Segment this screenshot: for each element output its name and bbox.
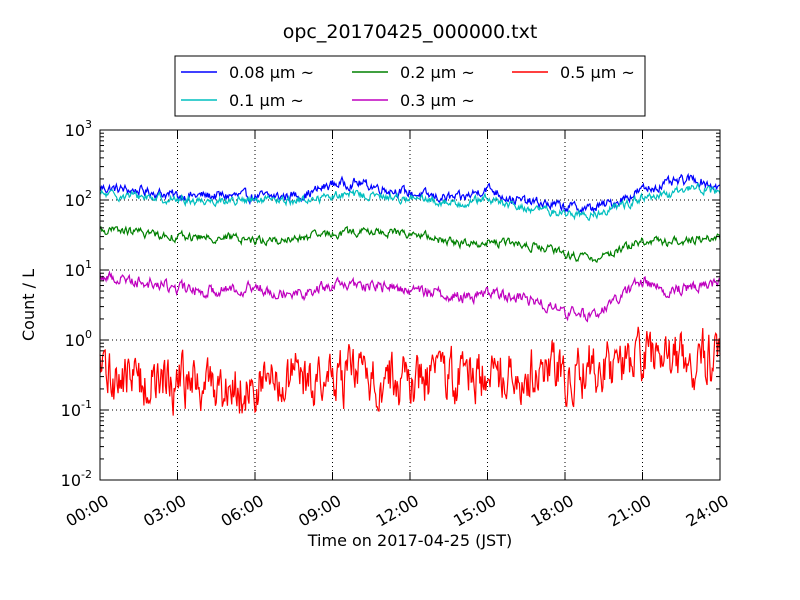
legend-label: 0.5 μm ~ <box>560 63 635 82</box>
y-tick-exponent: 3 <box>85 118 92 131</box>
y-tick-base: 10 <box>65 121 85 140</box>
y-tick-exponent: 1 <box>85 258 92 271</box>
y-tick-label: 103 <box>65 118 92 140</box>
y-tick-exponent: 2 <box>85 188 92 201</box>
series-lines <box>99 172 721 416</box>
y-tick-label: 10-2 <box>61 468 92 490</box>
y-tick-exponent: 0 <box>85 328 92 341</box>
y-tick-label: 10-1 <box>61 398 92 420</box>
y-tick-base: 10 <box>65 191 85 210</box>
grid-lines <box>100 130 720 480</box>
legend-label: 0.3 μm ~ <box>400 91 475 110</box>
y-tick-label: 102 <box>65 188 92 210</box>
y-tick-base: 10 <box>61 401 81 420</box>
y-tick-base: 10 <box>65 261 85 280</box>
y-tick-label: 100 <box>65 328 92 350</box>
legend-label: 0.08 μm ~ <box>229 63 314 82</box>
y-tick-base: 10 <box>61 471 81 490</box>
plot-area <box>100 130 720 480</box>
series-line <box>99 270 721 323</box>
series-line <box>99 225 721 263</box>
series-line <box>99 182 721 222</box>
y-tick-base: 10 <box>65 331 85 350</box>
series-line <box>99 172 721 214</box>
legend-box <box>174 55 646 117</box>
series-line <box>99 326 721 416</box>
legend: 0.08 μm ~ 0.1 μm ~ 0.2 μm ~ 0.3 μm ~ 0.5 μm … <box>174 55 646 117</box>
axis-ticks <box>99 129 721 481</box>
y-tick-exponent: -1 <box>81 398 92 411</box>
legend-label: 0.1 μm ~ <box>229 91 304 110</box>
x-axis-label: Time on 2017-04-25 (JST) <box>307 531 512 550</box>
y-tick-label: 101 <box>65 258 92 280</box>
y-axis-label: Count / L <box>19 269 38 341</box>
y-tick-exponent: -2 <box>81 468 92 481</box>
chart-title: opc_20170425_000000.txt <box>283 21 538 43</box>
legend-label: 0.2 μm ~ <box>400 63 475 82</box>
